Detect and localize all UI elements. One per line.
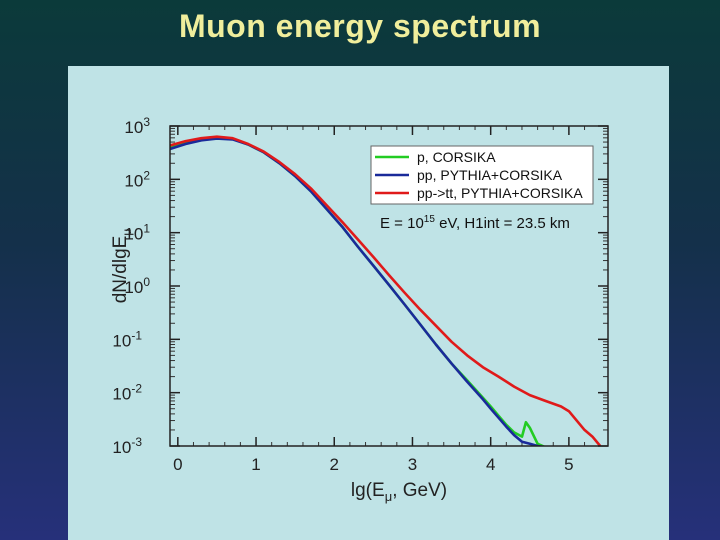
y-axis-label-text: dN/dlgEμ — [110, 229, 134, 304]
annotation: E = 1015 eV, H1int = 23.5 km — [380, 214, 570, 232]
axis-ticks: 0 1 2 3 4 5 103 102 101 100 10-1 10-2 10-3 — [112, 115, 608, 474]
x-tick-label: 1 — [251, 455, 260, 474]
x-axis-label: lg(Eμ, GeV) — [351, 480, 447, 504]
x-tick-label: 5 — [564, 455, 573, 474]
slide-title: Muon energy spectrum — [178, 8, 542, 44]
legend: p, CORSIKA pp, PYTHIA+CORSIKA pp->tt, PYTH… — [370, 145, 594, 205]
y-axis-label: dN/dlgEμ — [110, 229, 134, 304]
x-tick-label: 2 — [330, 455, 339, 474]
x-axis-label-group: lg(Eμ, GeV) — [351, 480, 447, 504]
legend-label-3: pp->tt, PYTHIA+CORSIKA — [417, 185, 583, 201]
series-lines — [170, 135, 602, 446]
y-tick-label: 102 — [124, 168, 150, 190]
series-line-3 — [170, 135, 602, 446]
y-axis-label-group: dN/dlgEμ — [110, 229, 134, 304]
y-tick-label: 10-1 — [112, 328, 142, 350]
x-tick-label: 4 — [486, 455, 495, 474]
y-tick-label: 103 — [124, 115, 150, 137]
legend-label-2: pp, PYTHIA+CORSIKA — [417, 167, 563, 183]
x-tick-label: 0 — [173, 455, 182, 474]
y-tick-label: 10-3 — [112, 435, 142, 457]
legend-label-1: p, CORSIKA — [417, 149, 496, 165]
y-tick-label: 100 — [124, 275, 150, 297]
x-tick-label: 3 — [408, 455, 417, 474]
muon-spectrum-chart: 0 1 2 3 4 5 103 102 101 100 10-1 10-2 10-3 lg(Eμ, Ge… — [110, 115, 609, 504]
y-tick-label: 101 — [124, 222, 150, 244]
energy-annotation: E = 1015 eV, H1int = 23.5 km — [380, 214, 570, 232]
y-tick-label: 10-2 — [112, 382, 142, 404]
chart-panel: 0 1 2 3 4 5 103 102 101 100 10-1 10-2 10-3 lg(Eμ, Ge… — [68, 66, 669, 540]
